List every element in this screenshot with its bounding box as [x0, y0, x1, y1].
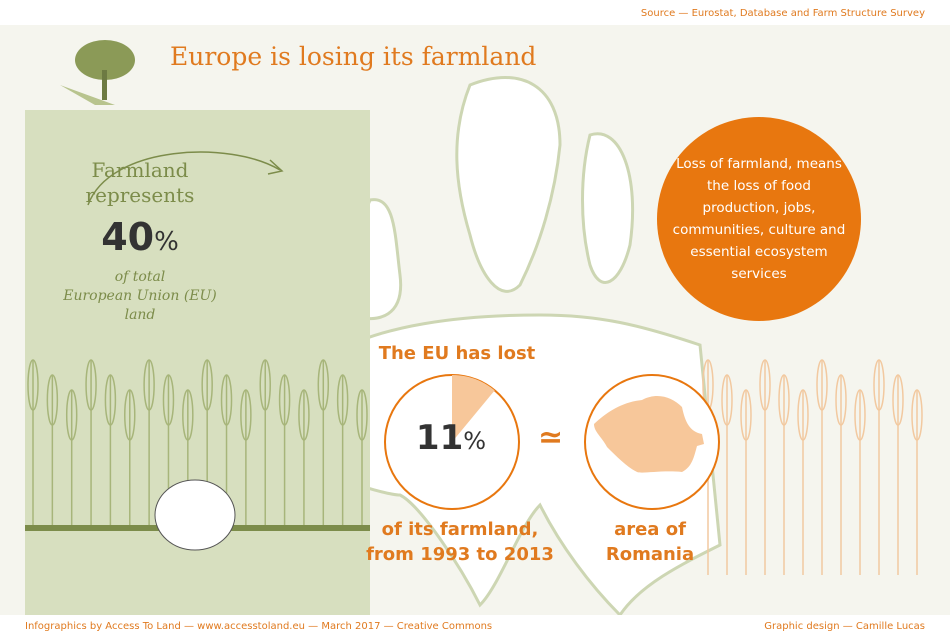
wheat-ear	[220, 374, 233, 426]
lost-value: 11	[415, 418, 464, 458]
wheat-ear	[835, 374, 847, 426]
wheat-ear	[759, 359, 771, 411]
farmland-line1: Farmland	[91, 158, 189, 182]
wheat-field-illustration	[25, 359, 370, 551]
finland-shape	[581, 132, 635, 284]
tree-logo-icon	[60, 40, 135, 105]
wheat-ear	[65, 389, 78, 441]
wheat-right-illustration	[702, 359, 923, 575]
wheat-ear	[317, 359, 330, 411]
wheat-ear	[336, 374, 349, 426]
farmland-description: of total European Union (EU) land	[25, 268, 255, 325]
wheat-ear	[778, 374, 790, 426]
romania-circle	[584, 374, 720, 510]
wheat-ear	[721, 374, 733, 426]
lost-heading: The EU has lost	[378, 343, 536, 364]
wheat-ear	[124, 389, 136, 441]
approx-equal-symbol: ≃	[538, 420, 564, 455]
loss-pie-chart	[384, 374, 520, 510]
loss-message: Loss of farmland, means the loss of food…	[672, 156, 846, 282]
source-text: Source — Eurostat, Database and Farm Str…	[640, 8, 925, 19]
wheat-ear	[854, 389, 866, 441]
footer-credits: Infographics by Access To Land — www.acc…	[25, 621, 493, 632]
pie-wedge-lost	[452, 375, 495, 442]
wheat-ear	[27, 359, 39, 411]
wheat-ear	[143, 359, 155, 411]
wheat-ear	[356, 389, 368, 441]
wheat-ear	[182, 389, 194, 441]
footer-design: Graphic design — Camille Lucas	[764, 621, 925, 632]
lost-line-1: of its farmland,	[381, 519, 539, 540]
wheat-ear	[46, 374, 59, 426]
farmland-unit: %	[154, 227, 179, 257]
scandinavia-shape	[455, 76, 562, 293]
lost-unit: %	[463, 427, 487, 455]
farmland-heading: Farmland represents	[25, 158, 255, 208]
farmland-value: 40	[101, 215, 155, 259]
lost-description: of its farmland, from 1993 to 2013	[355, 517, 565, 567]
curved-arrow-icon	[87, 151, 284, 206]
wheat-ear	[816, 359, 828, 411]
wheat-ear	[873, 359, 885, 411]
compare-line-2: Romania	[605, 544, 695, 565]
compare-description: area of Romania	[580, 517, 720, 567]
wheat-ear	[201, 359, 213, 411]
wheat-ear	[797, 389, 809, 441]
wheat-ear	[740, 389, 752, 441]
lost-line-2: from 1993 to 2013	[366, 544, 554, 565]
wheat-ear	[911, 389, 923, 441]
farmland-percent: 40%	[25, 215, 255, 259]
wheat-ear	[892, 374, 904, 426]
wheat-ear	[85, 359, 97, 411]
page-title: Europe is losing its farmland	[170, 42, 537, 71]
lost-percent: 11%	[385, 418, 517, 458]
romania-map-icon	[594, 396, 704, 473]
loss-message-circle: Loss of farmland, means the loss of food…	[657, 117, 861, 321]
wheat-ear	[298, 389, 310, 441]
hen-icon	[154, 479, 236, 551]
wheat-ear	[162, 374, 175, 426]
farmland-line2: represents	[85, 183, 195, 207]
farmland-desc-2: European Union (EU)	[63, 288, 217, 304]
compare-line-1: area of	[614, 519, 686, 540]
farmland-desc-3: land	[124, 307, 156, 323]
wheat-ear	[259, 359, 271, 411]
wheat-ear	[104, 374, 117, 426]
farmland-desc-1: of total	[114, 269, 166, 285]
wheat-ear	[278, 374, 291, 426]
wheat-ear	[240, 389, 252, 441]
